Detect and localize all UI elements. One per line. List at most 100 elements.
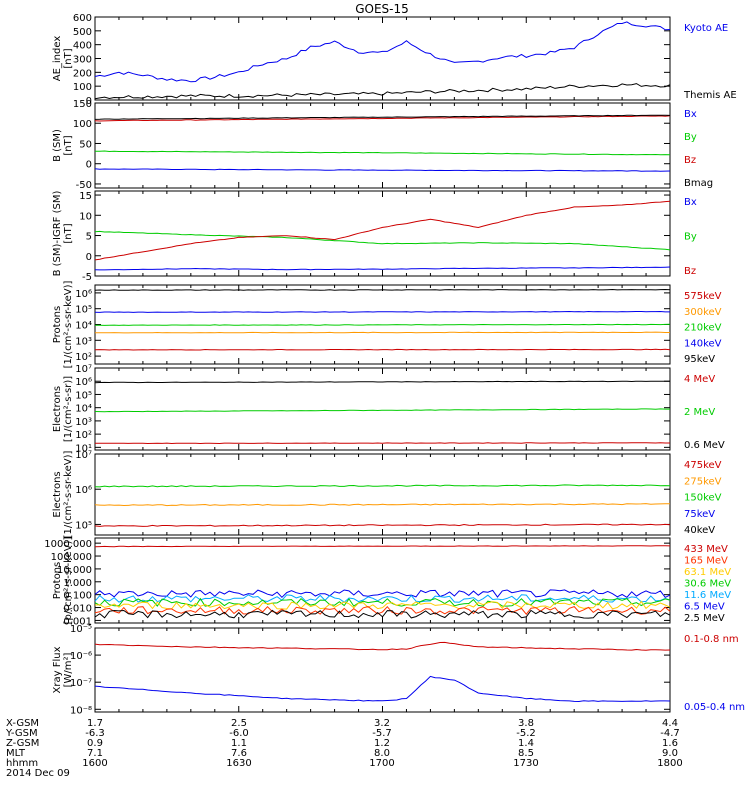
y-tick-label: -5 (82, 272, 92, 283)
footer-row-label: hhmm (6, 758, 38, 769)
legend-entry: 0.6 MeV (684, 440, 725, 451)
series-line-95kev (94, 288, 671, 291)
y-tick-label: 10⁶ (75, 485, 92, 496)
series-line-0-05-0-4-nm (94, 675, 671, 703)
legend-entry: 300keV (684, 307, 722, 318)
chart-title: GOES-15 (355, 2, 409, 16)
y-tick-label: 10⁵ (75, 390, 92, 401)
footer-value: 1.4 (518, 738, 534, 749)
legend-entry: 11.6 MeV (684, 590, 731, 601)
legend-entry: Bx (684, 109, 697, 120)
legend-entry: 2 MeV (684, 407, 715, 418)
footer-value: 1630 (226, 758, 251, 769)
footer-value: -6.3 (85, 728, 105, 739)
y-tick-label: 10⁵ (75, 520, 92, 531)
y-tick-label: 50 (79, 139, 92, 150)
footer-value: 1600 (82, 758, 107, 769)
legend-entry: 75keV (684, 509, 715, 520)
y-tick-label: 10⁷ (75, 364, 92, 375)
panel-electrons2: 10⁵ 10⁶ 10⁷ Electrons [1/(cm²-s-sr-keV)] 475k… (52, 450, 722, 538)
y-tick-label: 10.000 (57, 565, 92, 576)
series-line-165-mev (94, 605, 671, 615)
series-line-themis-ae (94, 83, 671, 100)
legend-entry: 4 MeV (684, 374, 715, 385)
panel-electrons1: 10¹ 10² 10³ 10⁴ 10⁵ 10⁶ 10⁷ Electrons [1/(cm²-s-… (52, 364, 725, 454)
legend-entry: 165 MeV (684, 556, 728, 567)
legend-entry: 575keV (684, 291, 722, 302)
series-line-11-6-mev (94, 594, 671, 603)
footer-value: 1.7 (87, 718, 103, 729)
footer-value: 8.5 (518, 748, 534, 759)
y-axis-label: Protons (52, 562, 63, 599)
y-tick-label: 5 (86, 232, 92, 243)
footer-value: 7.1 (87, 748, 103, 759)
legend-entry: 140keV (684, 338, 722, 349)
footer-row-label: X-GSM (6, 718, 39, 729)
y-tick-label: 10³ (75, 336, 92, 347)
legend-entry: 63.1 MeV (684, 567, 731, 578)
series-line-0-1-0-8-nm (94, 641, 671, 651)
footer-value: 8.0 (374, 748, 390, 759)
y-tick-label: 10⁶ (75, 289, 92, 300)
legend-entry: 275keV (684, 476, 722, 487)
legend-entry: Bz (684, 266, 696, 277)
footer-value: 1800 (657, 758, 682, 769)
footer-ephemeris: X-GSM 1.7 2.5 3.2 3.8 4.4 Y-GSM -6.3 -6.0 -5.7 -5.… (5, 718, 683, 779)
legend-entry: Kyoto AE (684, 23, 728, 34)
y-tick-label: 10⁶ (75, 377, 92, 388)
y-tick-label: 100 (73, 82, 92, 93)
y-axis-label: [nT] (63, 48, 74, 68)
footer-value: 3.2 (374, 718, 390, 729)
series-line-63-1-mev (94, 600, 671, 610)
series-line-150kev (94, 484, 671, 488)
footer-value: 1.6 (662, 738, 678, 749)
footer-value: -4.7 (660, 728, 680, 739)
panel-frame (94, 190, 671, 277)
series-line-0-6-mev (94, 380, 670, 384)
series-line-30-6-mev (94, 597, 671, 607)
footer-value: 9.0 (662, 748, 678, 759)
legend-entry: Bz (684, 155, 696, 166)
legend-entry: Bmag (684, 178, 713, 189)
series-line-bz (94, 200, 671, 261)
y-tick-label: 500 (73, 27, 92, 38)
panel-frame (94, 627, 671, 713)
y-axis-label: Electrons (52, 471, 63, 517)
y-tick-label: 300 (73, 55, 92, 66)
y-tick-label: 10⁻⁵ (70, 624, 92, 635)
panel-ae: 0 100 200 300 400 500 600 AE_index [nT] Kyoto AE T… (52, 13, 737, 107)
y-tick-label: 200 (73, 68, 92, 79)
footer-value: -5.2 (516, 728, 536, 739)
legend-entry: 6.5 MeV (684, 602, 725, 613)
series-line-275kev (94, 503, 670, 507)
series-line-by (94, 230, 671, 251)
y-axis-label: B (SM) (52, 129, 63, 162)
y-tick-label: 10⁷ (75, 450, 92, 461)
y-axis-label: [1/(cm²-s-sr-keV)] (63, 281, 74, 369)
y-axis-label: [1/(cm²-s-sr)] (63, 376, 74, 442)
y-tick-label: 10⁴ (75, 404, 92, 415)
footer-value: 2.5 (231, 718, 247, 729)
series-line-bmag (94, 114, 671, 120)
footer-value: 7.6 (231, 748, 247, 759)
y-tick-label: 10 (79, 211, 92, 222)
series-line-kyoto-ae (94, 21, 671, 83)
y-tick-label: 0.010 (63, 604, 92, 615)
series-line-433-mev (94, 545, 671, 548)
y-tick-label: 0 (86, 96, 92, 107)
legend-entry: 30.6 MeV (684, 579, 731, 590)
legend-entry: By (684, 232, 697, 243)
y-axis-label: [p/(cm²-s-sr-keV)] (63, 537, 74, 625)
y-tick-label: 10⁻⁷ (70, 678, 92, 689)
y-tick-label: 10¹ (75, 443, 92, 454)
footer-row-label: Y-GSM (5, 728, 38, 739)
footer-value: 1.2 (374, 738, 390, 749)
y-tick-label: 10² (75, 352, 92, 363)
y-tick-label: 1000.000 (44, 539, 92, 550)
panel-bigrf: -5 0 5 10 15 B (SM)-IGRF (SM) [nT] Bx By Bz (52, 190, 697, 283)
series-line-140kev (94, 310, 670, 313)
footer-value: 3.8 (518, 718, 534, 729)
legend-entry: 150keV (684, 493, 722, 504)
